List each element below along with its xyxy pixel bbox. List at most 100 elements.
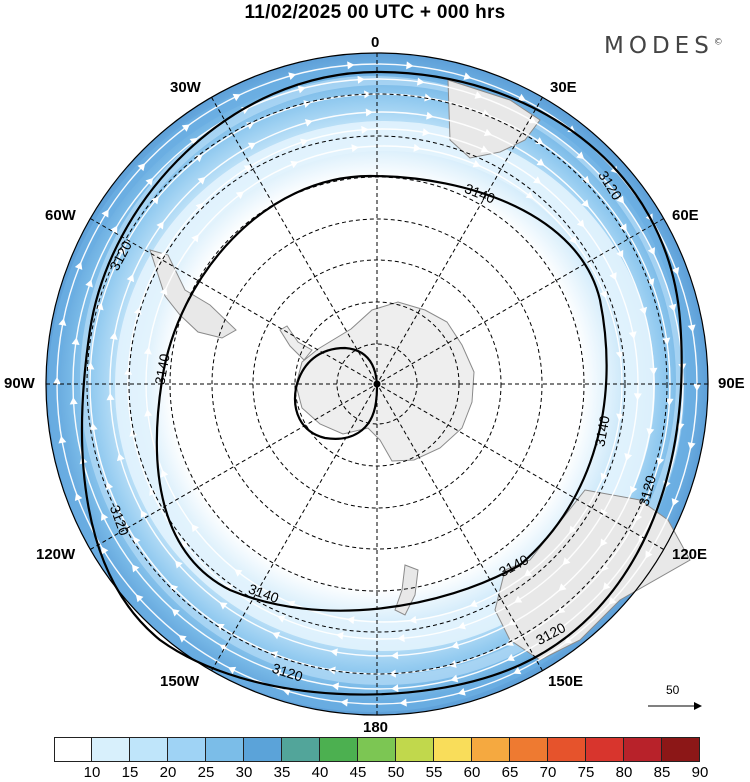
streamline-arrow (331, 682, 340, 691)
streamline-arrow (181, 124, 190, 132)
streamline-arrow (191, 524, 199, 533)
streamline-arrow (647, 247, 655, 256)
colorbar-tick-label: 70 (539, 764, 557, 781)
colorbar-swatch (244, 737, 282, 762)
streamline-arrow (109, 332, 118, 340)
colorbar-swatch (54, 737, 92, 762)
streamline-arrow (558, 583, 567, 591)
streamline-arrow (608, 596, 617, 605)
streamline-arrow (528, 116, 537, 124)
streamline-arrow (364, 90, 372, 99)
colorbar-swatch (358, 737, 396, 762)
lon-label-150w: 150W (160, 673, 200, 690)
streamline-arrow (116, 453, 125, 462)
streamline-arrow (576, 151, 585, 160)
streamline-arrow (581, 199, 589, 208)
streamline-arrow (600, 538, 608, 547)
colorbar-swatch (92, 737, 130, 762)
streamline-arrow (533, 176, 542, 184)
streamline-arrow (514, 595, 523, 603)
streamline-arrow (178, 635, 187, 643)
colorbar-tick-label: 50 (387, 764, 405, 781)
streamline-arrow (160, 469, 169, 478)
streamline-arrow (110, 225, 118, 234)
polar-map: 3120 3120 3120 3120 3120 3120 3140 3140 … (45, 52, 709, 716)
streamline-arrow (615, 351, 624, 359)
continent-outlines (149, 79, 691, 661)
streamline-arrow (628, 331, 637, 339)
contour-label-3120-c: 3120 (635, 473, 659, 507)
streamline-arrow (101, 209, 109, 218)
colorbar-tick-label: 85 (653, 764, 671, 781)
streamline-arrow (232, 93, 241, 102)
streamline-arrow (137, 163, 146, 172)
streamline-arrow (58, 318, 67, 326)
colorbar-swatch (548, 737, 586, 762)
streamline-arrow (536, 158, 545, 166)
streamline-arrow (71, 337, 80, 346)
contour-label-3140-c: 3140 (591, 414, 612, 448)
streamline-arrow (416, 77, 425, 86)
south-pole-marker (373, 380, 381, 388)
colorbar-tick-label: 60 (463, 764, 481, 781)
streamline-arrow (234, 569, 243, 577)
streamline-arrow (287, 600, 296, 609)
streamline-arrow (171, 608, 180, 617)
streamline-arrow (616, 195, 625, 204)
streamline-arrow (506, 653, 515, 661)
streamline-arrow (228, 666, 237, 675)
streamline-arrow (687, 324, 696, 333)
streamline-arrow (351, 144, 359, 153)
streamline-arrow (562, 557, 571, 566)
colorbar-tick-label: 20 (159, 764, 177, 781)
streamline-arrow (424, 93, 432, 102)
streamline-arrow (457, 621, 466, 630)
colorbar-tick-label: 25 (197, 764, 215, 781)
antarctica-landmass (279, 301, 475, 462)
streamline-arrow (86, 362, 95, 370)
streamline-arrow (480, 145, 489, 153)
streamline-arrow (58, 435, 67, 444)
streamline-arrow (191, 234, 199, 243)
contour-3120 (80, 70, 683, 696)
streamline-arrow (131, 564, 140, 573)
streamline-arrow (517, 93, 526, 102)
streamline-arrow (391, 651, 399, 660)
contour-3180-pole (294, 346, 378, 440)
streamline-arrow (474, 91, 483, 99)
streamline-arrow (105, 481, 114, 490)
streamline-arrow (224, 584, 233, 592)
streamline-arrow (524, 569, 533, 577)
streamline-arrows (53, 61, 701, 707)
colorbar-swatch (624, 737, 662, 762)
streamline-arrow (409, 615, 417, 624)
streamline-arrow (235, 191, 244, 199)
streamline-arrow (143, 347, 152, 355)
streamline-arrow (126, 274, 135, 283)
lon-label-120w: 120W (36, 546, 76, 563)
colorbar-tick-label: 65 (501, 764, 519, 781)
streamline-arrow (616, 249, 624, 258)
colorbar-swatch (586, 737, 624, 762)
lon-label-30w: 30W (170, 79, 201, 96)
contours (80, 70, 683, 696)
brand-logo: MODES© (604, 33, 723, 59)
streamline-arrow (95, 302, 104, 311)
streamline-arrow (645, 550, 653, 559)
streamline-arrow (89, 422, 98, 431)
streamline-arrow (481, 109, 490, 117)
streamline-arrow (149, 487, 157, 496)
streamline-arrow (649, 367, 658, 375)
new-zealand-land (394, 564, 419, 616)
streamline-arrow (243, 165, 252, 173)
streamline-arrow (665, 398, 674, 406)
colorbar-tick-label: 15 (121, 764, 139, 781)
contour-3140 (155, 174, 608, 612)
streamline-arrow (272, 631, 281, 640)
streamline-arrow (413, 143, 421, 152)
lon-label-90w: 90W (4, 375, 35, 392)
colorbar-tick-label: 30 (235, 764, 253, 781)
streamline-arrow (581, 175, 590, 184)
colorbar-swatch (396, 737, 434, 762)
streamline-arrow (483, 128, 492, 137)
